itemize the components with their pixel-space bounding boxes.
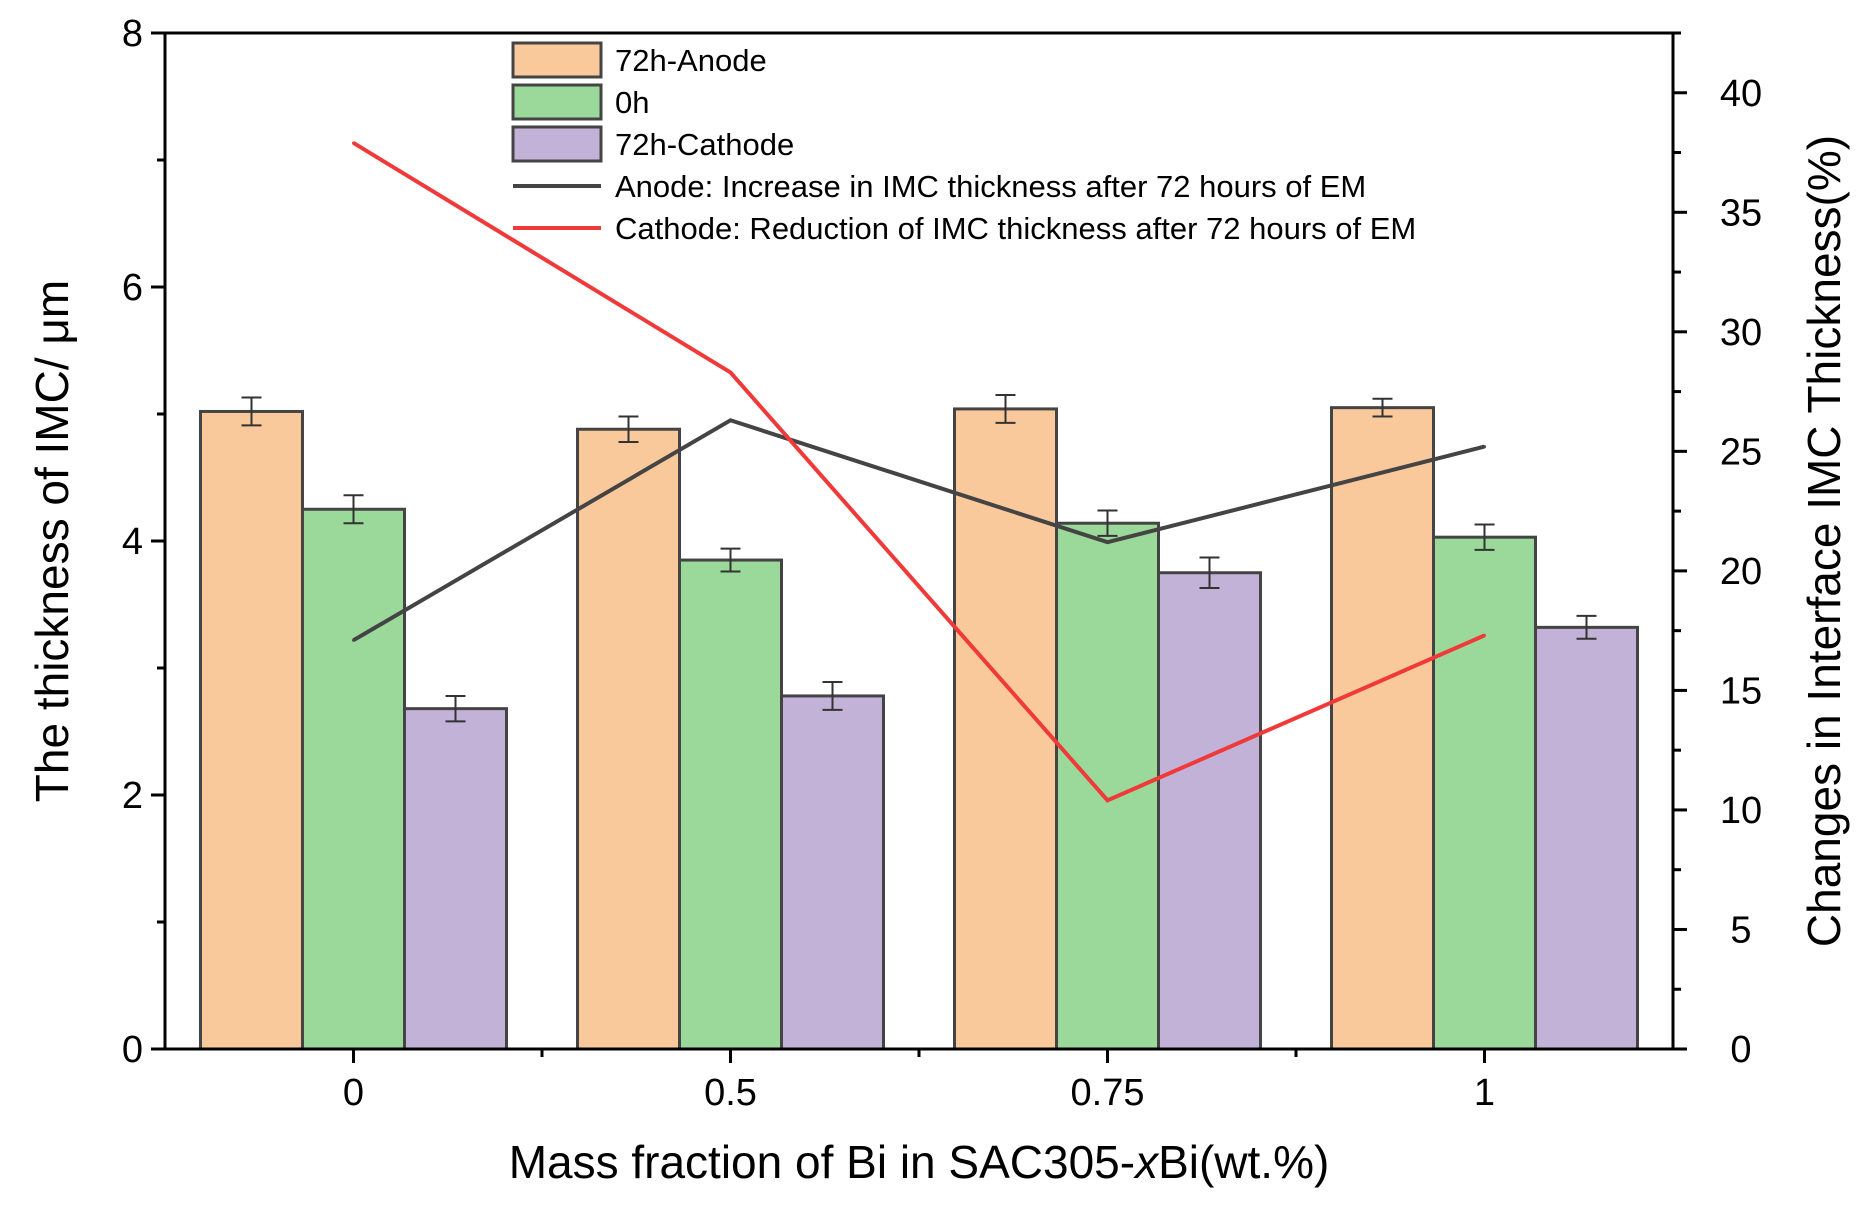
legend-swatch <box>511 125 603 163</box>
line-point <box>1483 445 1486 449</box>
y2-tick-label: 35 <box>1720 192 1762 234</box>
cathode-line <box>352 141 1486 803</box>
y2-tick-label: 40 <box>1720 73 1762 115</box>
line-series-group <box>352 141 1486 803</box>
line-point <box>1106 540 1109 544</box>
legend-label: 0h <box>615 85 649 120</box>
x-tick-label: 0 <box>343 1072 364 1114</box>
line-point <box>1106 798 1109 802</box>
line-point <box>729 370 732 374</box>
bar <box>953 407 1058 1051</box>
y2-tick-label: 10 <box>1720 790 1762 832</box>
bar <box>1432 535 1537 1051</box>
legend-label: Anode: Increase in IMC thickness after 7… <box>615 169 1366 204</box>
x-axis-title-prefix: Mass fraction of Bi in SAC305- <box>509 1136 1135 1188</box>
y-tick-label: 8 <box>122 13 143 55</box>
legend-swatch <box>511 41 603 79</box>
axes: 0 2 4 6 8 0 5 10 15 20 25 30 35 40 0 0.5 0.75 1 <box>122 13 1762 1114</box>
y2-tick-label: 15 <box>1720 670 1762 712</box>
y2-axis-title: Changes in Interface IMC Thickness(%) <box>1798 135 1850 947</box>
bar <box>301 507 406 1051</box>
y-tick-label: 0 <box>122 1029 143 1071</box>
x-axis-title-italic: x <box>1133 1136 1160 1188</box>
bar <box>1157 571 1262 1051</box>
y2-tick-label: 0 <box>1730 1029 1751 1071</box>
line-point <box>352 141 355 145</box>
y-tick-label: 6 <box>122 267 143 309</box>
legend: 72h-Anode 0h 72h-Cathode Anode: Increase in… <box>511 41 1416 246</box>
y2-tick-label: 30 <box>1720 312 1762 354</box>
x-axis-title: Mass fraction of Bi in SAC305-xBi(wt.%) <box>509 1136 1330 1188</box>
x-tick-label: 1 <box>1474 1072 1495 1114</box>
bar <box>1330 406 1435 1051</box>
y-tick-label: 4 <box>122 521 143 563</box>
bar <box>678 558 783 1051</box>
bar <box>1534 625 1639 1051</box>
bar <box>780 694 885 1051</box>
legend-label: Cathode: Reduction of IMC thickness afte… <box>615 211 1416 246</box>
x-axis-title-suffix: Bi(wt.%) <box>1158 1136 1329 1188</box>
bar <box>403 707 508 1051</box>
line-point <box>1483 633 1486 637</box>
y-tick-label: 2 <box>122 775 143 817</box>
x-tick-label: 0.75 <box>1071 1072 1145 1114</box>
y2-tick-label: 5 <box>1730 909 1751 951</box>
error-bar-group <box>241 393 1597 723</box>
y-axis-title: The thickness of IMC/ μm <box>26 280 78 802</box>
line-point <box>352 638 355 642</box>
y2-tick-label: 25 <box>1720 431 1762 473</box>
legend-label: 72h-Anode <box>615 43 767 78</box>
legend-swatch <box>511 83 603 121</box>
bar-group <box>199 406 1639 1051</box>
bar <box>199 409 304 1051</box>
anode-line <box>352 418 1485 642</box>
line-point <box>729 418 732 422</box>
bar <box>576 427 681 1051</box>
y2-tick-label: 20 <box>1720 551 1762 593</box>
legend-label: 72h-Cathode <box>615 127 794 162</box>
x-tick-label: 0.5 <box>704 1072 757 1114</box>
